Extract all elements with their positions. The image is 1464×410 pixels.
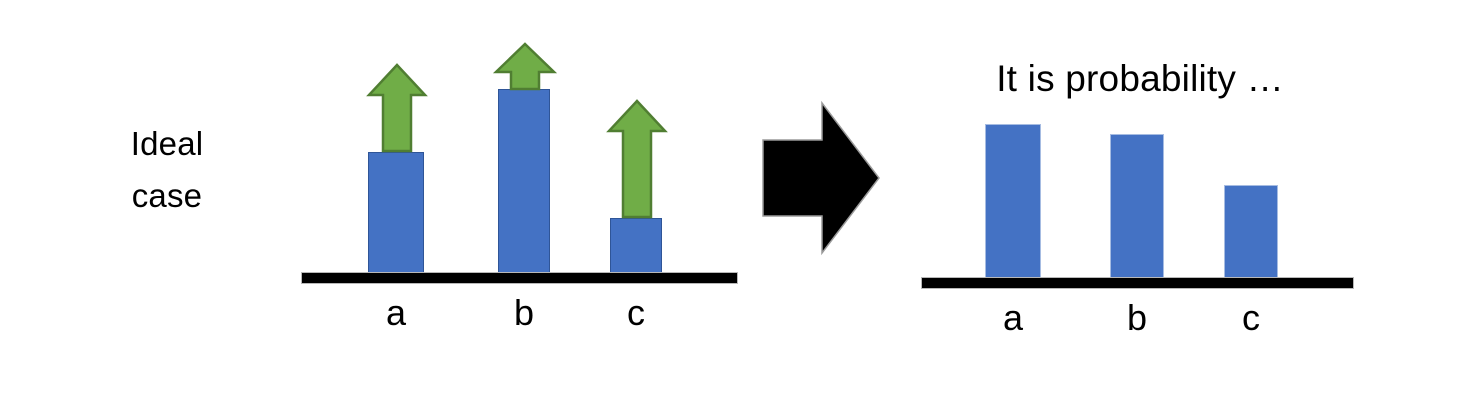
- bar-c: [1224, 185, 1278, 278]
- bar-a: [985, 124, 1041, 278]
- caption-line-1: Ideal: [130, 125, 204, 162]
- left-chart: a b c: [290, 30, 750, 370]
- category-label-b: b: [513, 292, 535, 333]
- x-axis-baseline: [921, 277, 1354, 289]
- bar-b: [1110, 134, 1164, 278]
- category-label-a: a: [1002, 297, 1024, 338]
- right-block-arrow-icon: [760, 100, 882, 256]
- up-arrow-b: [492, 41, 558, 91]
- category-label-a: a: [385, 292, 407, 333]
- bar-a: [368, 152, 424, 277]
- right-panel-title: It is probability …: [996, 58, 1284, 99]
- up-arrow-c: [606, 98, 668, 220]
- category-label-c: c: [1242, 297, 1260, 338]
- bar-b: [498, 89, 550, 277]
- up-arrow-a: [366, 62, 428, 154]
- caption-line-2: case: [131, 177, 203, 214]
- left-panel-caption: Ideal case: [62, 118, 272, 222]
- category-label-b: b: [1126, 297, 1148, 338]
- category-label-c: c: [627, 292, 645, 333]
- right-chart: a b c: [910, 110, 1370, 360]
- x-axis-baseline: [301, 272, 738, 284]
- bar-c: [610, 218, 662, 277]
